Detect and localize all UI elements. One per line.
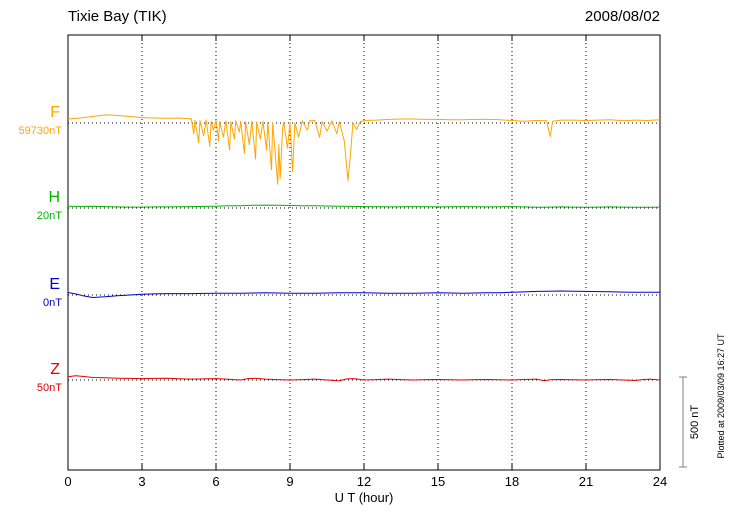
x-axis-label: U T (hour) bbox=[334, 490, 394, 505]
trace-H bbox=[67, 204, 661, 208]
x-tick-label-15: 15 bbox=[430, 474, 446, 489]
plot-footnote: Plotted at 2009/03/09 16:27 UT bbox=[716, 333, 726, 459]
series-letter-Z: Z bbox=[50, 361, 60, 378]
series-baseline-label-Z: 50nT bbox=[36, 382, 62, 394]
series-letter-F: F bbox=[50, 104, 60, 121]
x-tick-label-12: 12 bbox=[356, 474, 372, 489]
plot-title: Tixie Bay (TIK) bbox=[68, 8, 167, 25]
plot-frame bbox=[67, 34, 661, 471]
x-tick-label-0: 0 bbox=[64, 474, 72, 489]
x-tick-label-9: 9 bbox=[286, 474, 294, 489]
scale-bar-label: 500 nT bbox=[689, 404, 701, 440]
trace-F bbox=[67, 114, 661, 185]
x-tick-label-6: 6 bbox=[212, 474, 220, 489]
trace-Z bbox=[67, 375, 661, 382]
series-letter-H: H bbox=[48, 189, 60, 206]
x-tick-label-21: 21 bbox=[578, 474, 594, 489]
series-baseline-label-H: 20nT bbox=[36, 210, 62, 222]
plot-date: 2008/08/02 bbox=[584, 8, 660, 25]
x-tick-label-18: 18 bbox=[504, 474, 520, 489]
trace-E bbox=[67, 290, 660, 298]
series-letter-E: E bbox=[49, 276, 60, 293]
series-baseline-label-E: 0nT bbox=[43, 297, 62, 309]
series-baseline-label-F: 59730nT bbox=[18, 125, 62, 137]
x-tick-label-24: 24 bbox=[652, 474, 668, 489]
x-tick-label-3: 3 bbox=[138, 474, 146, 489]
